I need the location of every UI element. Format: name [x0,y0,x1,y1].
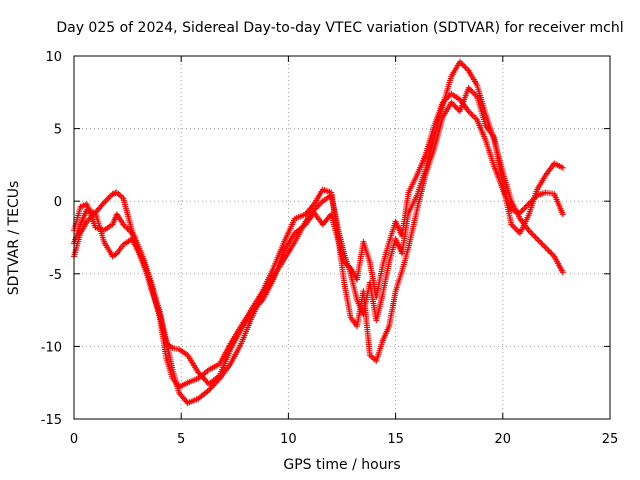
data-point [528,230,535,237]
data-point [531,233,538,240]
y-tick-label: -10 [41,340,62,355]
data-point [541,243,548,250]
data-point [461,63,468,70]
data-point [454,105,461,112]
data-point [535,237,542,244]
data-point [545,247,552,254]
x-tick-label: 20 [495,432,512,447]
data-point [534,235,541,242]
data-point [103,196,110,203]
y-tick-label: 10 [45,50,62,65]
y-tick-label: 0 [54,195,62,210]
x-tick-label: 10 [280,432,297,447]
data-point [542,244,549,251]
data-points [71,58,566,407]
data-point [102,198,109,205]
y-axis-label: SDTVAR / TECUs [6,181,22,296]
data-point [532,234,539,241]
data-point [548,250,555,257]
data-point [105,195,112,202]
data-point [112,251,119,258]
data-point [462,64,469,71]
data-point [459,61,466,68]
data-point [106,193,113,200]
data-point [208,384,215,391]
x-axis-label: GPS time / hours [283,457,400,473]
data-point [511,224,518,231]
data-point [468,111,475,118]
data-point [544,246,551,253]
series-pass-3 [71,84,566,391]
series-pass-1 [71,58,566,407]
x-tick-label: 15 [387,432,404,447]
data-point [521,205,528,212]
data-point [546,249,553,256]
data-point [559,164,566,171]
chart-title: Day 025 of 2024, Sidereal Day-to-day VTE… [56,20,623,36]
x-tick-label: 5 [177,432,185,447]
y-tick-label: -5 [49,268,62,283]
x-tick-label: 0 [70,432,78,447]
data-point [522,204,529,211]
data-point [539,241,546,248]
data-point [538,240,545,247]
axis-ticks: 0 5 10 15 20 25 -15 -10 -5 0 5 10 [41,50,619,447]
data-point [529,231,536,238]
x-tick-label: 25 [602,432,619,447]
data-point [466,109,473,116]
data-point [312,205,319,212]
data-point [469,112,476,119]
data-point [526,228,533,235]
data-point [514,227,521,234]
data-point [202,376,209,383]
data-point [536,238,543,245]
data-point [518,208,525,215]
y-tick-label: -15 [41,413,62,428]
data-point [451,102,458,109]
data-point [471,113,478,120]
y-tick-label: 5 [54,123,62,138]
data-point [559,269,566,276]
data-point [207,385,214,392]
data-point [123,224,130,231]
data-point [468,87,475,94]
plot-frame [73,55,611,420]
data-point [559,211,566,218]
data-point [512,225,519,232]
